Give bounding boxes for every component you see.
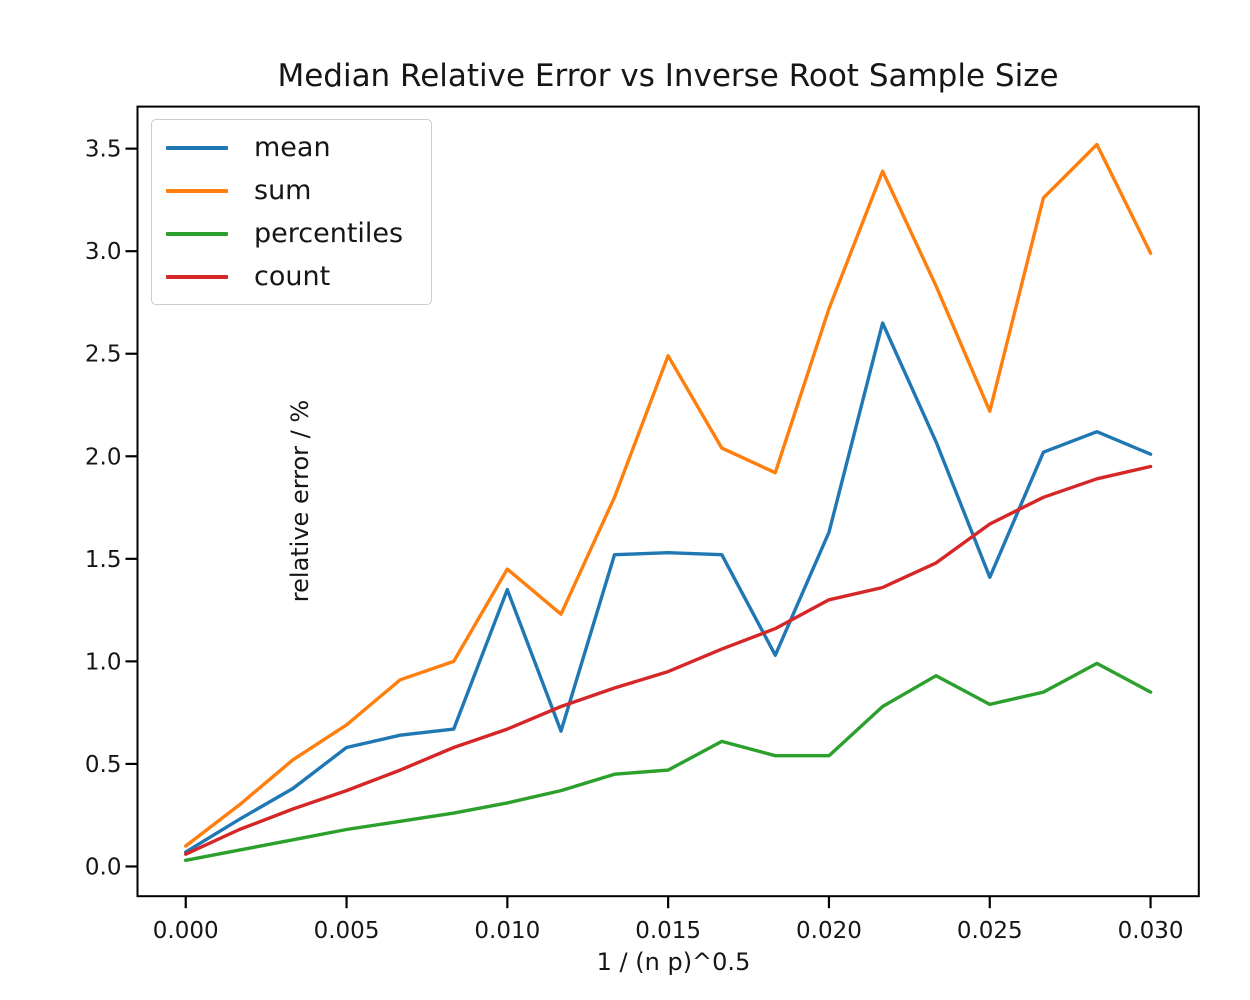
x-tick-label: 0.020 [796, 918, 862, 944]
y-tick-label: 3.5 [85, 137, 122, 163]
legend: mean sum percentiles count [151, 119, 432, 305]
legend-swatch-mean [166, 145, 228, 150]
y-axis-label: relative error / % [286, 399, 314, 603]
y-tick-label: 1.5 [85, 547, 122, 573]
legend-label: percentiles [254, 218, 404, 249]
y-tick-label: 2.5 [85, 342, 122, 368]
line-mean [183, 321, 1153, 854]
line-percentiles [183, 661, 1153, 862]
x-tick-label: 0.005 [314, 918, 380, 944]
legend-swatch-sum [166, 188, 228, 193]
y-tick-label: 0.0 [85, 854, 122, 880]
line-count [183, 464, 1153, 856]
x-tick-label: 0.015 [635, 918, 701, 944]
x-tick-label: 0.000 [153, 918, 219, 944]
y-tick-label: 2.0 [85, 444, 122, 470]
legend-swatch-percentiles [166, 231, 228, 236]
y-tick-label: 1.0 [85, 649, 122, 675]
line-sum [183, 142, 1153, 848]
legend-item-percentiles: percentiles [166, 214, 431, 254]
x-tick-label: 0.030 [1118, 918, 1184, 944]
legend-label: count [254, 261, 331, 292]
legend-swatch-count [166, 274, 228, 279]
y-tick-label: 0.5 [85, 752, 122, 778]
x-axis-label: 1 / (n p)^0.5 [596, 948, 751, 976]
legend-label: mean [254, 132, 331, 163]
legend-item-sum: sum [166, 171, 431, 211]
axes-frame [136, 105, 1200, 898]
y-tick-label: 3.0 [85, 239, 122, 265]
legend-item-mean: mean [166, 128, 431, 168]
chart-title: Median Relative Error vs Inverse Root Sa… [277, 58, 1059, 94]
x-tick-label: 0.025 [957, 918, 1023, 944]
legend-label: sum [254, 175, 312, 206]
legend-item-count: count [166, 257, 431, 297]
x-tick-label: 0.010 [474, 918, 540, 944]
